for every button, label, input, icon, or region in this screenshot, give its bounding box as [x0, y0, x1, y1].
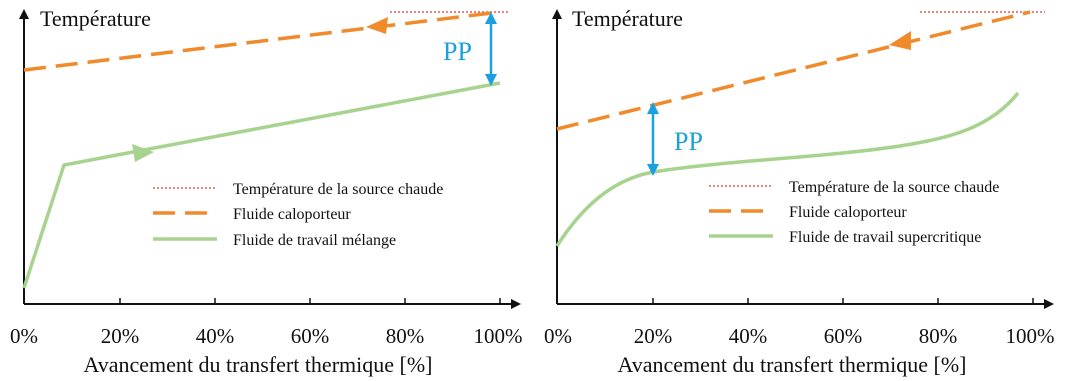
caloporteur-flow-arrow-icon	[889, 31, 911, 50]
x-ticks	[652, 298, 1034, 304]
x-axis-title: Avancement du transfert thermique [%]	[83, 352, 432, 377]
x-tick-label: 80%	[919, 324, 958, 348]
travail-supercritique-line	[555, 91, 1020, 247]
legend-label-source: Température de la source chaude	[789, 179, 999, 196]
legend: Température de la source chaude Fluide c…	[709, 179, 999, 246]
caloporteur-line	[23, 10, 501, 72]
caloporteur-line	[556, 10, 1031, 131]
legend-label-caloporteur: Fluide caloporteur	[789, 204, 907, 221]
x-tick-label: 100%	[1006, 324, 1055, 348]
pp-label: PP	[674, 127, 703, 156]
x-tick-label: 20%	[101, 324, 140, 348]
legend-label-travail: Fluide de travail supercritique	[789, 229, 981, 246]
travail-melange-line	[22, 81, 501, 289]
y-axis-title: Température	[572, 6, 683, 31]
legend-label-caloporteur: Fluide caloporteur	[233, 206, 351, 223]
panel-melange: Température 0% 20% 40% 60% 80% 100% Avan…	[10, 6, 523, 377]
x-axis-title: Avancement du transfert thermique [%]	[617, 352, 966, 377]
panel-supercritique: Température 0% 20% 40% 60% 80% 100% Avan…	[544, 6, 1055, 377]
x-tick-label: 100%	[474, 324, 523, 348]
x-tick-label: 40%	[729, 324, 768, 348]
y-axis-title: Température	[40, 6, 151, 31]
x-tick-label: 20%	[634, 324, 673, 348]
legend: Température de la source chaude Fluide c…	[153, 181, 443, 249]
x-tick-label: 60%	[291, 324, 330, 348]
x-ticks	[119, 298, 501, 304]
legend-label-source: Température de la source chaude	[233, 181, 443, 198]
x-tick-label: 80%	[386, 324, 425, 348]
pp-label: PP	[443, 37, 472, 66]
x-tick-label: 0%	[544, 324, 572, 348]
x-tick-label: 40%	[196, 324, 235, 348]
x-tick-label: 60%	[824, 324, 863, 348]
caloporteur-flow-arrow-icon	[366, 17, 388, 34]
legend-label-travail: Fluide de travail mélange	[233, 232, 396, 249]
x-tick-label: 0%	[10, 324, 38, 348]
travail-flow-arrow-icon	[132, 144, 154, 162]
